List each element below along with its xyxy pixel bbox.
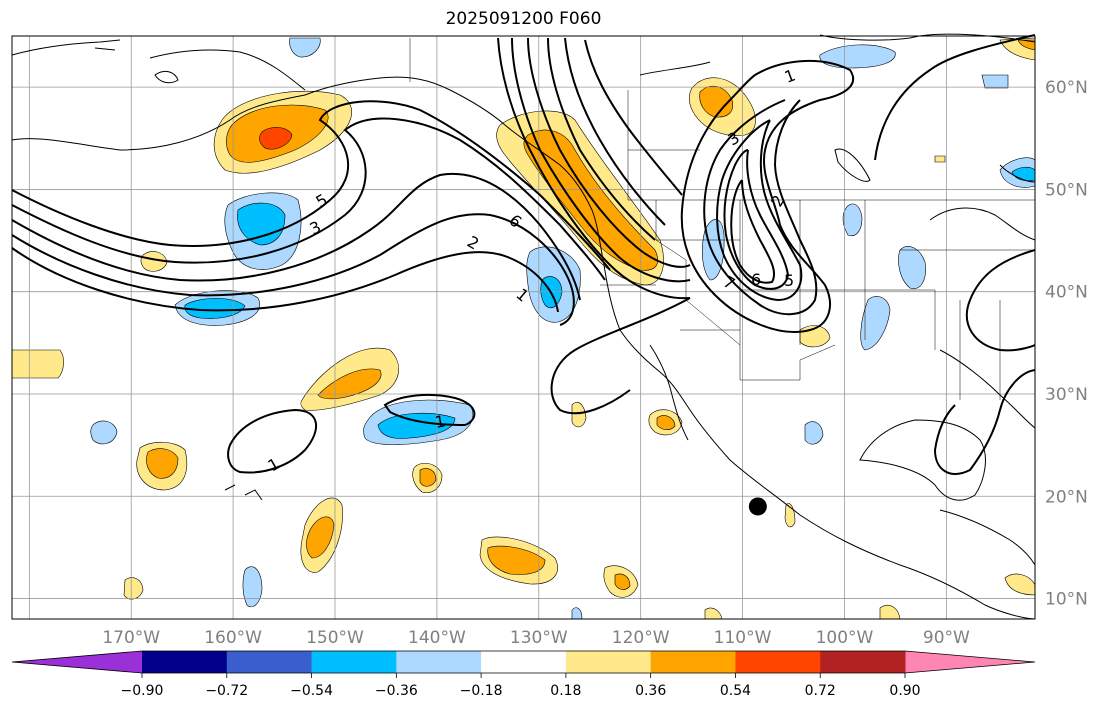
- colorbar-bin: [226, 651, 313, 673]
- colorbar-bin: [142, 651, 228, 673]
- colorbar: −0.90 −0.72 −0.54 −0.36 −0.18 0.18 0.36 0.54 0.7…: [11, 650, 1036, 699]
- colorbar-label: 0.36: [635, 683, 666, 699]
- contour-line: [383, 393, 476, 427]
- cold-shade: [860, 296, 891, 351]
- contour-line: [527, 37, 691, 268]
- contour-line: [703, 99, 818, 316]
- warm-shade: [11, 349, 64, 379]
- lat-label: 60°N: [1045, 78, 1088, 98]
- lat-label: 20°N: [1045, 487, 1088, 507]
- anomaly-shading: [11, 37, 1036, 620]
- latitude-labels: 60°N 50°N 40°N 30°N 20°N 10°N: [1045, 78, 1088, 609]
- colorbar-bin: [565, 651, 652, 673]
- lon-label: 150°W: [306, 628, 364, 648]
- contour-label: 5: [784, 271, 794, 290]
- colorbar-bin: [311, 651, 397, 673]
- colorbar-label: −0.90: [121, 683, 164, 699]
- warm-shade: [146, 448, 179, 479]
- colorbar-bin: [650, 651, 736, 673]
- map-border: [11, 35, 1036, 620]
- contour-line: [11, 117, 606, 281]
- warm-shade: [934, 155, 946, 163]
- colorbar-extend-high: [905, 651, 1035, 673]
- contour-line: [564, 37, 666, 226]
- contour-line: [227, 408, 318, 474]
- contour-line: [874, 34, 1036, 161]
- warm-shade: [571, 401, 587, 428]
- colorbar-label: 0.18: [550, 683, 581, 699]
- lat-label: 10°N: [1045, 590, 1088, 610]
- contour-line: [547, 37, 656, 241]
- colorbar-bin: [481, 651, 567, 673]
- warm-shade: [306, 516, 335, 559]
- contour-line: [965, 249, 1036, 352]
- warm-shade: [140, 251, 168, 272]
- political-borders: [409, 38, 1035, 400]
- warm-shade: [419, 468, 437, 487]
- contour-label: 6: [751, 270, 761, 289]
- contour-line: [716, 119, 803, 302]
- contour-line: [723, 149, 790, 290]
- colorbar-label: −0.36: [375, 683, 418, 699]
- contours: [11, 34, 1036, 475]
- cold-shade: [242, 566, 263, 608]
- colorbar-bin: [735, 651, 821, 673]
- contour-line: [11, 100, 611, 271]
- contour-line: [497, 37, 691, 300]
- lon-label: 130°W: [510, 628, 568, 648]
- map-title: 2025091200 F060: [445, 9, 602, 29]
- cold-shade: [804, 421, 824, 445]
- graticule: [12, 36, 1035, 619]
- colorbar-label: 0.54: [720, 683, 751, 699]
- lat-label: 50°N: [1045, 180, 1088, 200]
- warm-shade: [699, 85, 733, 118]
- lon-label: 110°W: [714, 628, 772, 648]
- longitude-labels: 170°W 160°W 150°W 140°W 130°W 120°W 110°W 100°W…: [102, 628, 970, 648]
- warm-shade: [614, 573, 631, 590]
- cold-shade: [819, 44, 896, 69]
- contour-line: [584, 39, 683, 196]
- colorbar-extend-low: [12, 651, 142, 673]
- location-marker: [748, 497, 767, 516]
- lat-label: 40°N: [1045, 283, 1088, 303]
- lon-label: 100°W: [816, 628, 874, 648]
- cold-shade: [981, 74, 1009, 89]
- contour-line: [680, 60, 855, 333]
- cold-shade: [90, 420, 118, 445]
- warm-shade: [317, 368, 382, 400]
- lon-label: 160°W: [204, 628, 262, 648]
- cold-shade: [237, 202, 286, 246]
- cold-shade: [184, 298, 246, 319]
- contour-line: [550, 297, 691, 415]
- contour-line: [933, 369, 1036, 475]
- contour-line: [511, 37, 691, 283]
- colorbar-label: −0.18: [460, 683, 503, 699]
- cold-shade: [377, 412, 456, 439]
- lat-label: 30°N: [1045, 385, 1088, 405]
- cold-shade: [898, 246, 926, 290]
- colorbar-label: −0.54: [290, 683, 333, 699]
- warm-shade: [123, 577, 144, 600]
- contour-line: [11, 213, 575, 326]
- cold-shade: [289, 37, 321, 58]
- warm-shade: [487, 545, 546, 575]
- cold-shade: [842, 203, 863, 237]
- lon-label: 90°W: [923, 628, 970, 648]
- contour-line: [730, 179, 776, 284]
- contour-line: [11, 172, 581, 301]
- coastlines: [11, 33, 1036, 620]
- lon-label: 170°W: [102, 628, 160, 648]
- colorbar-label: 0.72: [805, 683, 836, 699]
- contour-label: 1: [433, 411, 446, 431]
- colorbar-bin: [396, 651, 482, 673]
- colorbar-label: −0.72: [205, 683, 248, 699]
- colorbar-label: 0.90: [889, 683, 920, 699]
- colorbar-bin: [820, 651, 906, 673]
- warm-shade: [656, 415, 676, 430]
- warm-shade: [259, 127, 293, 150]
- lon-label: 140°W: [408, 628, 466, 648]
- lon-label: 120°W: [612, 628, 670, 648]
- contour-line: [11, 247, 559, 313]
